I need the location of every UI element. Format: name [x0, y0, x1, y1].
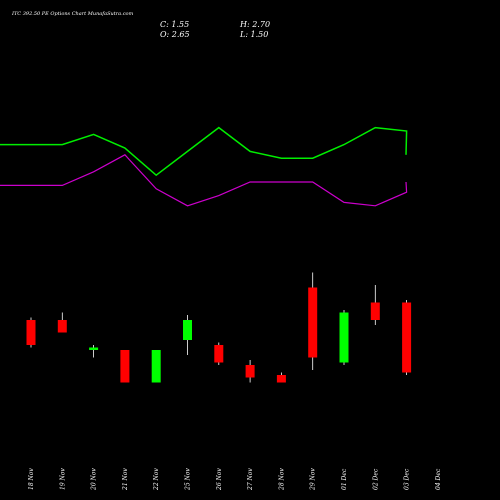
candle-body [245, 365, 255, 378]
x-tick-label: 02 Dec [372, 468, 379, 490]
candle-body [308, 287, 318, 358]
lower-indicator-line [0, 154, 408, 207]
candle-body [151, 350, 161, 383]
high-value: H: 2.70 [239, 20, 270, 29]
x-tick-label: 29 Nov [310, 468, 317, 491]
x-tick-label: 21 Nov [122, 468, 129, 491]
x-tick-label: 01 Dec [341, 468, 348, 490]
x-tick-label: 18 Nov [28, 468, 35, 490]
upper-indicator-line [0, 126, 408, 177]
candle-body [57, 320, 67, 333]
x-tick-label: 20 Nov [91, 468, 98, 491]
x-tick-label: 28 Nov [278, 468, 285, 491]
candle-body [183, 320, 192, 340]
candles [26, 272, 412, 383]
low-value: L: 1.50 [239, 30, 268, 39]
candle-body [339, 312, 349, 363]
candle-body [276, 375, 286, 383]
candle-body [89, 347, 99, 350]
candle-body [402, 302, 412, 373]
x-tick-label: 19 Nov [59, 468, 66, 490]
chart-title: ITC 392.50 PE Options Chart MunafaSutra.… [11, 11, 134, 17]
x-tick-label: 22 Nov [153, 468, 160, 491]
candle-body [370, 302, 380, 320]
candle-body [26, 320, 36, 345]
x-tick-label: 26 Nov [216, 468, 223, 491]
x-tick-label: 04 Dec [435, 468, 442, 490]
x-tick-label: 27 Nov [247, 468, 254, 491]
candle-body [214, 345, 224, 363]
x-tick-label: 25 Nov [185, 468, 192, 491]
x-axis-ticks: 18 Nov 19 Nov 20 Nov 21 Nov 22 Nov 25 Nov 26 N… [28, 468, 442, 491]
candle-body [120, 350, 130, 383]
x-tick-label: 03 Dec [404, 468, 411, 490]
close-value: C: 1.55 [160, 20, 189, 29]
open-value: O: 2.65 [160, 30, 190, 39]
